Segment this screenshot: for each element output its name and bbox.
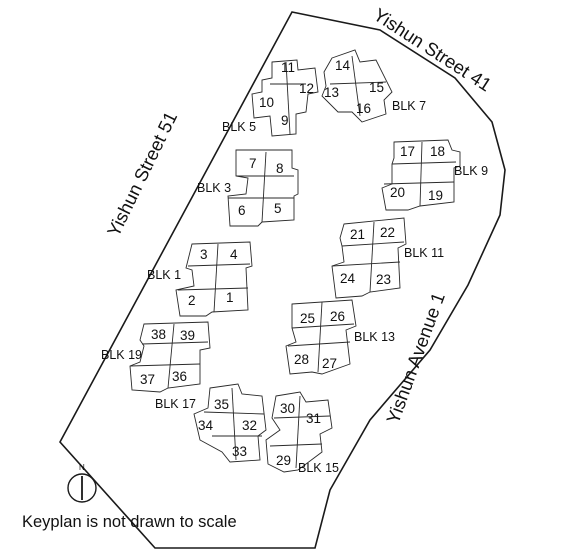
block-label: BLK 15: [298, 461, 339, 475]
unit-label: 5: [274, 201, 282, 216]
unit-label: 19: [428, 188, 443, 203]
block-label: BLK 1: [147, 268, 181, 282]
unit-label: 14: [335, 58, 351, 73]
unit-label: 38: [151, 327, 166, 342]
block-3: 7 8 6 5 BLK 3: [197, 149, 299, 227]
unit-label: 27: [322, 356, 337, 371]
unit-label: 24: [340, 271, 356, 286]
unit-label: 13: [324, 85, 339, 100]
block-13-footprint: [285, 299, 357, 375]
north-compass-icon: N: [67, 463, 97, 503]
block-1-footprint: [175, 241, 253, 317]
unit-label: 26: [330, 309, 345, 324]
unit-label: 12: [299, 81, 314, 96]
unit-label: 1: [226, 290, 234, 305]
block-11: 21 22 24 23 BLK 11: [331, 217, 444, 299]
unit-label: 7: [249, 156, 257, 171]
unit-label: 29: [276, 453, 291, 468]
unit-label: 20: [390, 185, 405, 200]
block-label: BLK 5: [222, 120, 256, 134]
unit-label: 35: [214, 397, 229, 412]
scale-disclaimer: Keyplan is not drawn to scale: [22, 513, 237, 531]
block-13: 25 26 28 27 BLK 13: [285, 299, 395, 375]
block-label: BLK 9: [454, 164, 488, 178]
block-5-footprint: [251, 59, 319, 137]
unit-label: 11: [281, 60, 295, 75]
unit-label: 6: [238, 203, 246, 218]
block-19-footprint: [129, 321, 211, 393]
block-15-footprint: [265, 391, 333, 473]
north-letter: N: [79, 463, 85, 472]
block-label: BLK 11: [404, 246, 444, 260]
unit-label: 33: [232, 444, 247, 459]
unit-label: 36: [172, 369, 187, 384]
block-15: 30 31 29 BLK 15: [265, 391, 339, 475]
unit-label: 31: [306, 411, 321, 426]
unit-label: 21: [350, 227, 365, 242]
block-1: 3 4 2 1 BLK 1: [147, 241, 253, 317]
block-label: BLK 19: [101, 348, 142, 362]
unit-label: 25: [300, 311, 315, 326]
unit-label: 34: [198, 418, 214, 433]
block-17-footprint: [193, 383, 267, 463]
block-7-footprint: [321, 49, 393, 123]
unit-label: 8: [276, 161, 284, 176]
unit-label: 39: [180, 328, 195, 343]
block-label: BLK 7: [392, 99, 426, 113]
unit-label: 10: [259, 95, 274, 110]
block-17: 35 34 32 33 BLK 17: [155, 383, 267, 463]
street-label-yishun-street-51: Yishun Street 51: [103, 108, 182, 240]
block-9: 17 18 20 19 BLK 9: [381, 139, 488, 211]
unit-label: 3: [200, 247, 208, 262]
unit-label: 32: [242, 418, 257, 433]
block-label: BLK 17: [155, 397, 196, 411]
unit-label: 22: [380, 225, 395, 240]
unit-label: 9: [281, 113, 289, 128]
unit-label: 28: [294, 352, 309, 367]
block-label: BLK 3: [197, 181, 231, 195]
unit-label: 16: [356, 101, 371, 116]
unit-label: 4: [230, 247, 238, 262]
unit-label: 23: [376, 272, 391, 287]
unit-label: 2: [188, 293, 196, 308]
unit-label: 37: [140, 372, 155, 387]
block-7: 14 15 13 16 BLK 7: [321, 49, 426, 123]
unit-label: 15: [369, 80, 384, 95]
unit-label: 18: [430, 144, 445, 159]
block-5: 11 12 10 9 BLK 5: [222, 59, 319, 137]
unit-label: 17: [400, 144, 415, 159]
block-19: 38 39 37 36 BLK 19: [101, 321, 211, 393]
block-label: BLK 13: [354, 330, 395, 344]
unit-label: 30: [280, 401, 295, 416]
